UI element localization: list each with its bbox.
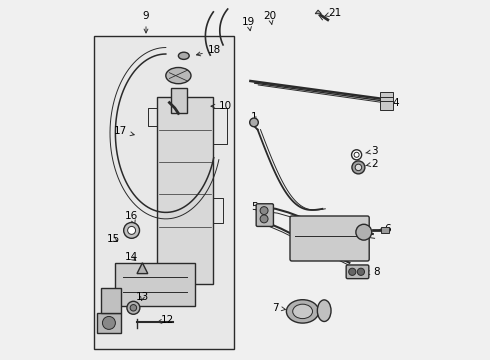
Circle shape bbox=[260, 215, 268, 223]
Bar bbox=[94, 36, 234, 349]
Text: 7: 7 bbox=[272, 303, 285, 313]
Text: 21: 21 bbox=[325, 8, 342, 18]
Bar bbox=[101, 288, 121, 313]
Text: 16: 16 bbox=[125, 211, 138, 224]
Polygon shape bbox=[137, 263, 148, 274]
Polygon shape bbox=[315, 10, 321, 14]
Text: 3: 3 bbox=[366, 146, 378, 156]
Circle shape bbox=[127, 301, 140, 314]
Text: 2: 2 bbox=[366, 159, 378, 169]
FancyBboxPatch shape bbox=[346, 265, 369, 279]
Bar bbox=[157, 97, 213, 284]
Bar bbox=[116, 263, 195, 306]
Ellipse shape bbox=[286, 300, 319, 323]
Text: 18: 18 bbox=[196, 45, 221, 56]
Text: 5: 5 bbox=[251, 202, 260, 212]
Circle shape bbox=[102, 316, 116, 329]
Circle shape bbox=[123, 222, 140, 238]
Text: 9: 9 bbox=[143, 11, 149, 33]
Bar bbox=[381, 227, 389, 233]
Text: 17: 17 bbox=[114, 126, 134, 136]
Text: 10: 10 bbox=[211, 101, 232, 111]
Circle shape bbox=[357, 268, 365, 275]
Circle shape bbox=[260, 207, 268, 215]
Circle shape bbox=[127, 226, 136, 234]
FancyBboxPatch shape bbox=[256, 204, 273, 226]
Circle shape bbox=[355, 164, 362, 171]
Text: 19: 19 bbox=[242, 17, 255, 31]
Circle shape bbox=[250, 118, 258, 127]
FancyBboxPatch shape bbox=[290, 216, 369, 261]
Text: 1: 1 bbox=[251, 112, 257, 122]
Text: 6: 6 bbox=[378, 224, 391, 234]
Text: 8: 8 bbox=[366, 267, 380, 277]
Ellipse shape bbox=[166, 68, 191, 84]
Text: 14: 14 bbox=[125, 252, 138, 262]
Circle shape bbox=[354, 152, 359, 157]
Text: 11: 11 bbox=[179, 71, 192, 81]
Text: 4: 4 bbox=[388, 98, 399, 108]
Circle shape bbox=[130, 305, 137, 311]
Circle shape bbox=[352, 161, 365, 174]
Text: 13: 13 bbox=[136, 292, 149, 302]
Circle shape bbox=[349, 268, 356, 275]
Circle shape bbox=[356, 224, 372, 240]
Bar bbox=[98, 313, 121, 333]
Text: 12: 12 bbox=[158, 315, 174, 325]
Bar bbox=[380, 92, 392, 110]
Circle shape bbox=[351, 150, 362, 160]
Ellipse shape bbox=[293, 304, 313, 319]
Ellipse shape bbox=[178, 52, 189, 59]
Ellipse shape bbox=[318, 300, 331, 321]
Text: 15: 15 bbox=[107, 234, 120, 244]
Text: 20: 20 bbox=[264, 11, 277, 24]
Bar bbox=[171, 88, 187, 113]
